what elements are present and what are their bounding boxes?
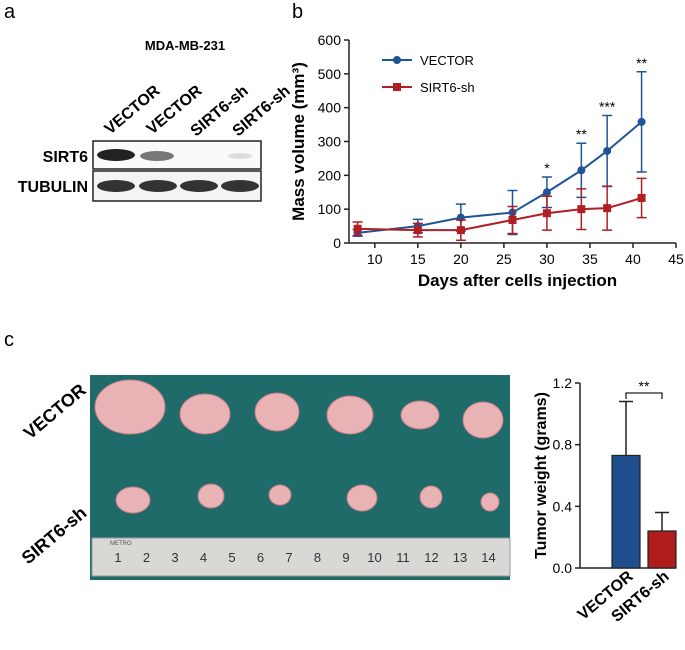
blot-band — [97, 180, 135, 192]
y-axis-label: Tumor weight (grams) — [533, 392, 550, 559]
blot-row-label: SIRT6 — [43, 149, 88, 166]
x-tick-label: 20 — [453, 251, 469, 267]
y-tick-label: 0.8 — [553, 437, 573, 453]
significance: ** — [639, 378, 650, 394]
ruler-number: 2 — [143, 550, 150, 565]
tumors — [94, 379, 504, 514]
x-tick-label: 45 — [668, 251, 684, 267]
y-tick-label: 1.2 — [553, 375, 573, 391]
marker — [413, 226, 422, 235]
ruler-number: 4 — [200, 550, 207, 565]
blot-band — [97, 149, 135, 161]
blot-band — [180, 180, 218, 192]
x-axis-label: Days after cells injection — [418, 271, 617, 290]
blot-title: MDA-MB-231 — [145, 38, 225, 53]
photo-row-label: SIRT6-sh — [18, 503, 91, 568]
series-line — [357, 197, 642, 232]
legend-marker — [393, 83, 401, 91]
series-line — [357, 121, 643, 234]
significance: ** — [576, 126, 587, 142]
ruler-number: 6 — [257, 550, 264, 565]
legend-label: VECTOR — [420, 53, 474, 68]
y-tick-label: 200 — [318, 167, 342, 183]
bar — [611, 454, 641, 569]
y-tick-label: 600 — [318, 32, 342, 48]
y-tick-label: 0 — [333, 235, 341, 251]
blot-lanes: VECTOR VECTOR SIRT6-sh SIRT6-sh — [102, 82, 294, 140]
y-tick-label: 500 — [318, 66, 342, 82]
y-tick-label: 0.4 — [553, 498, 573, 514]
panel-label: b — [292, 1, 303, 23]
y-tick-label: 0.0 — [553, 560, 573, 576]
significance: ** — [636, 55, 647, 71]
marker — [577, 166, 586, 175]
ruler-number: 14 — [481, 550, 495, 565]
ruler-number: 3 — [171, 550, 178, 565]
blot-band — [140, 151, 174, 161]
legend-label: SIRT6-sh — [420, 80, 475, 95]
marker — [637, 194, 646, 203]
legend-marker — [393, 56, 401, 64]
marker — [637, 117, 646, 126]
ruler-number: 5 — [228, 550, 235, 565]
ruler-number: 11 — [396, 550, 410, 565]
ruler-number: 8 — [314, 550, 321, 565]
ruler-number: 10 — [367, 550, 381, 565]
x-tick-label: 35 — [582, 251, 598, 267]
ruler-number: 12 — [424, 550, 438, 565]
ruler-numbers: 1 2 3 4 5 6 7 8 9 10 11 12 13 14 — [114, 550, 495, 565]
y-tick-label: 400 — [318, 100, 342, 116]
marker — [603, 146, 612, 155]
marker — [603, 204, 612, 213]
error-bar — [655, 511, 669, 531]
y-axis-label: Mass volume (mm³) — [289, 62, 308, 221]
ruler-brand: METRO — [110, 541, 132, 547]
marker — [542, 209, 551, 218]
ruler-number: 7 — [285, 550, 292, 565]
y-tick-label: 300 — [318, 134, 342, 150]
ruler-number: 13 — [453, 550, 467, 565]
marker — [508, 215, 517, 224]
blot-band — [139, 180, 177, 192]
x-tick-label: 40 — [625, 251, 641, 267]
marker — [353, 224, 362, 233]
x-tick-label: 10 — [367, 251, 383, 267]
significance-bracket — [625, 392, 663, 399]
x-tick-label: 15 — [410, 251, 426, 267]
x-tick-label: 30 — [539, 251, 555, 267]
marker — [577, 205, 586, 214]
x-tick-label: 25 — [496, 251, 512, 267]
panel-label: a — [4, 1, 16, 23]
y-tick-label: 100 — [318, 201, 342, 217]
photo-row-label: VECTOR — [20, 380, 90, 443]
significance: *** — [599, 98, 616, 114]
significance: * — [544, 160, 550, 176]
blot-band — [228, 153, 252, 159]
panel-label: c — [4, 329, 14, 351]
marker — [542, 188, 551, 197]
ruler-number: 9 — [342, 550, 349, 565]
bar — [647, 530, 677, 569]
ruler-number: 1 — [114, 550, 121, 565]
ruler — [91, 537, 511, 577]
blot-band — [221, 180, 259, 192]
marker — [456, 226, 465, 235]
error-bar — [619, 400, 633, 456]
blot-row-label: TUBULIN — [18, 179, 88, 196]
